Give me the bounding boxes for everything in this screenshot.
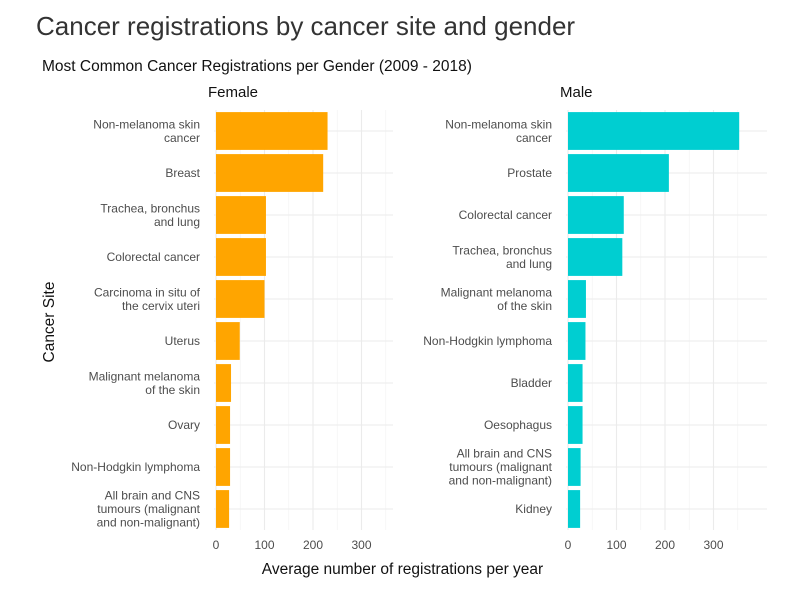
- bar-male-4: [568, 238, 623, 276]
- chart-title: Cancer registrations by cancer site and …: [36, 11, 576, 41]
- x-tick-label: 300: [703, 538, 723, 552]
- facet-label-female: Female: [208, 84, 258, 101]
- bar-male-10: [568, 490, 581, 528]
- category-label: Kidney: [515, 502, 552, 516]
- category-label: All brain and CNS tumours (malignant and n…: [97, 489, 201, 530]
- category-label: All brain and CNS tumours (malignant and n…: [449, 447, 553, 488]
- bar-male-3: [568, 196, 624, 234]
- bar-female-7: [216, 364, 232, 402]
- category-label: Prostate: [507, 166, 552, 180]
- category-label: Colorectal cancer: [459, 208, 552, 222]
- bar-male-1: [568, 112, 740, 150]
- x-tick-label: 300: [351, 538, 371, 552]
- category-label: Ovary: [168, 418, 200, 432]
- x-tick-label: 200: [303, 538, 323, 552]
- category-label: Non-melanoma skin cancer: [445, 117, 552, 145]
- x-tick-label: 200: [655, 538, 675, 552]
- category-label: Non-Hodgkin lymphoma: [71, 460, 200, 474]
- category-label: Malignant melanoma of the skin: [89, 369, 201, 397]
- bar-female-4: [216, 238, 266, 276]
- category-label: Non-Hodgkin lymphoma: [423, 334, 552, 348]
- bar-male-6: [568, 322, 586, 360]
- facet-male: Male Non-melanoma skin cancer Prostate Color…: [423, 84, 767, 552]
- bar-male-7: [568, 364, 583, 402]
- category-label: Uterus: [165, 334, 200, 348]
- bar-female-6: [216, 322, 240, 360]
- x-tick-label: 0: [565, 538, 572, 552]
- category-label: Malignant melanoma of the skin: [441, 285, 553, 313]
- bar-female-3: [216, 196, 266, 234]
- chart-subtitle: Most Common Cancer Registrations per Gen…: [42, 58, 472, 75]
- bar-male-9: [568, 448, 581, 486]
- x-tick-label: 100: [606, 538, 626, 552]
- facet-label-male: Male: [560, 84, 593, 101]
- bar-female-10: [216, 490, 230, 528]
- bar-female-8: [216, 406, 231, 444]
- category-label: Non-melanoma skin cancer: [93, 117, 200, 145]
- bar-female-2: [216, 154, 324, 192]
- category-label: Colorectal cancer: [107, 250, 200, 264]
- bar-male-5: [568, 280, 586, 318]
- bar-female-5: [216, 280, 265, 318]
- category-label: Oesophagus: [484, 418, 552, 432]
- x-tick-label: 100: [254, 538, 274, 552]
- bar-female-1: [216, 112, 328, 150]
- x-axis-title: Average number of registrations per year: [261, 561, 544, 578]
- category-label: Trachea, bronchus and lung: [100, 201, 200, 229]
- y-axis-title: Cancer Site: [41, 282, 58, 363]
- category-label: Breast: [165, 166, 200, 180]
- category-label: Trachea, bronchus and lung: [452, 243, 552, 271]
- facet-panels: Female Non-melanoma skin cancer Breast Trach…: [71, 84, 767, 552]
- category-label: Carcinoma in situ of the cervix uteri: [94, 285, 201, 313]
- category-label: Bladder: [511, 376, 552, 390]
- bar-male-2: [568, 154, 669, 192]
- bar-male-8: [568, 406, 583, 444]
- x-tick-label: 0: [213, 538, 220, 552]
- facet-female: Female Non-melanoma skin cancer Breast Trach…: [71, 84, 393, 552]
- bar-female-9: [216, 448, 231, 486]
